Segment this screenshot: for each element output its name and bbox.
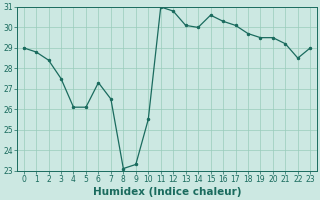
X-axis label: Humidex (Indice chaleur): Humidex (Indice chaleur) (93, 187, 241, 197)
